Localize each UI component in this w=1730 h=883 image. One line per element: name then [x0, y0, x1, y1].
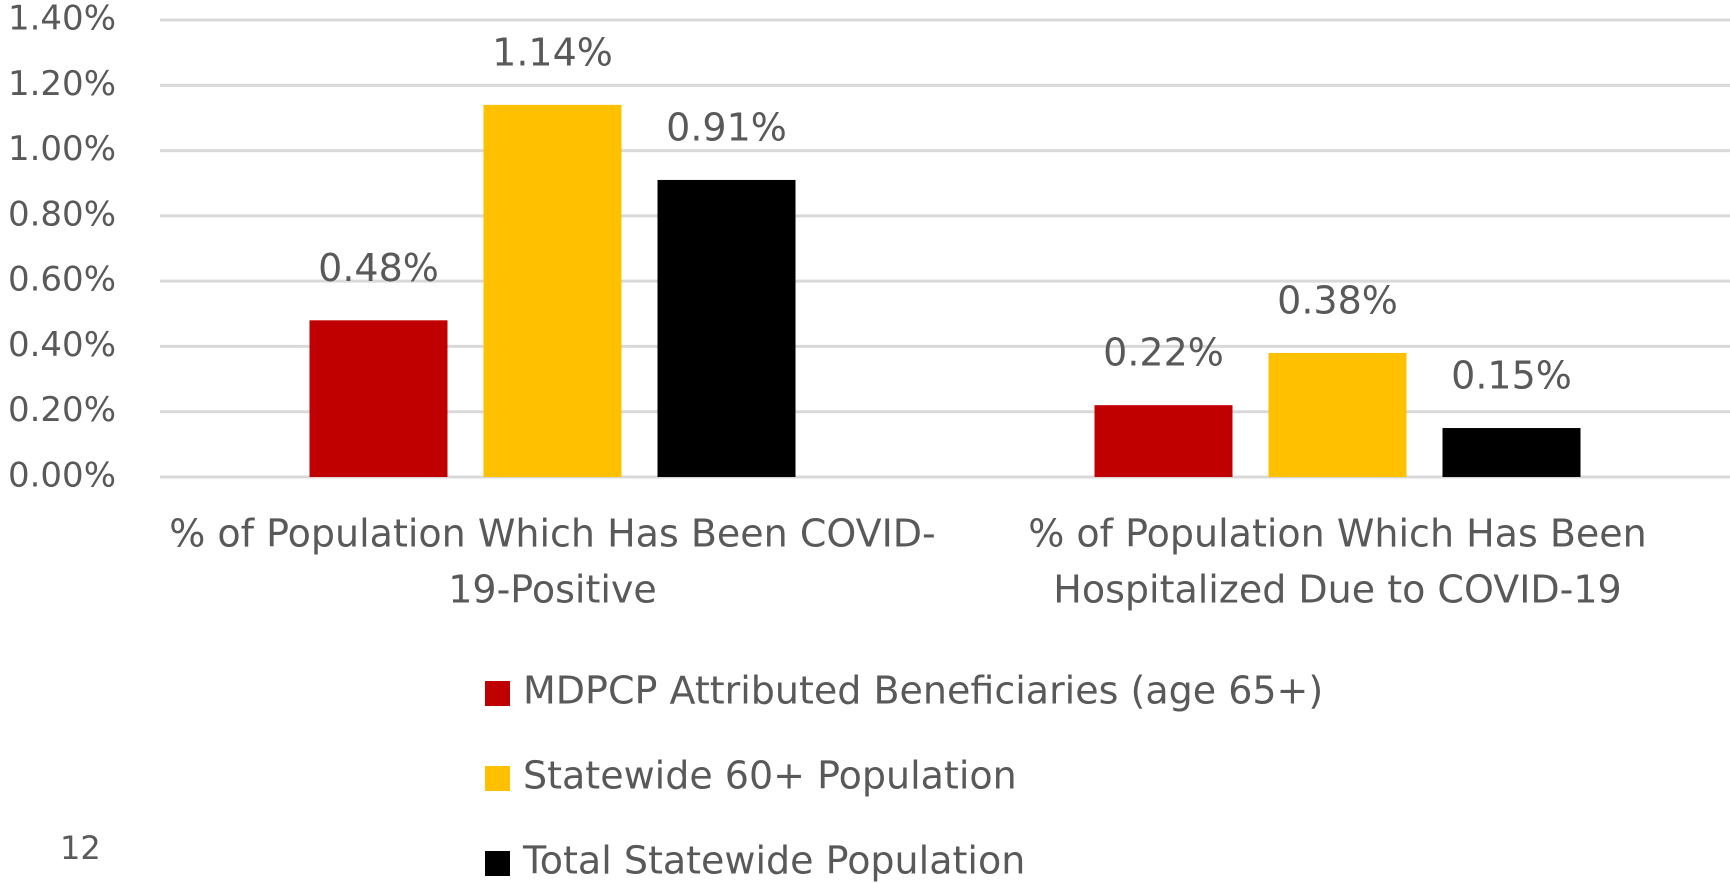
x-tick-label: % of Population Which Has Been COVID- — [169, 512, 936, 556]
legend-label: MDPCP Attributed Beneficiaries (age 65+) — [523, 669, 1323, 713]
value-label: 1.14% — [492, 30, 613, 74]
value-label: 0.38% — [1277, 278, 1398, 322]
bar — [1442, 428, 1581, 477]
x-tick-label: % of Population Which Has Been — [1028, 512, 1647, 556]
y-tick-label: 0.20% — [8, 390, 116, 430]
value-label: 0.91% — [666, 105, 787, 149]
y-tick-label: 0.00% — [8, 456, 116, 496]
value-label: 0.48% — [318, 246, 439, 290]
legend-swatch — [485, 851, 510, 876]
legend-label: Statewide 60+ Population — [523, 754, 1017, 798]
x-tick-label: Hospitalized Due to COVID-19 — [1053, 568, 1621, 612]
legend-label: Total Statewide Population — [522, 839, 1025, 883]
bar — [1268, 352, 1407, 477]
value-label: 0.22% — [1103, 331, 1224, 375]
value-label: 0.15% — [1451, 354, 1572, 398]
bar — [657, 179, 796, 477]
y-tick-label: 0.80% — [8, 194, 116, 234]
page-number: 12 — [60, 829, 101, 867]
y-tick-label: 1.40% — [8, 0, 116, 39]
bar — [1094, 405, 1233, 477]
legend-swatch — [485, 681, 510, 706]
x-tick-label: 19-Positive — [448, 568, 657, 612]
bar — [309, 320, 448, 477]
legend-swatch — [485, 766, 510, 791]
y-tick-label: 1.20% — [8, 64, 116, 104]
y-tick-label: 1.00% — [8, 129, 116, 169]
y-tick-label: 0.60% — [8, 260, 116, 300]
y-tick-label: 0.40% — [8, 325, 116, 365]
bar — [483, 104, 622, 477]
